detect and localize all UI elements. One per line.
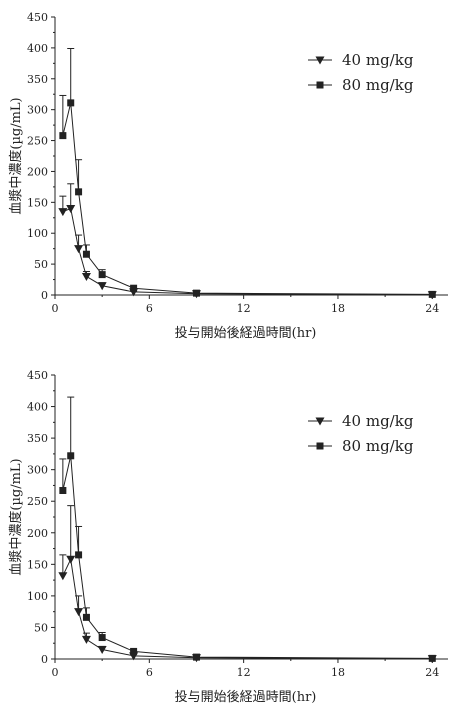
series-triangle-down <box>58 505 437 664</box>
series-line <box>62 207 433 296</box>
data-point <box>67 99 75 107</box>
data-point <box>82 250 90 258</box>
data-point <box>97 282 107 291</box>
data-point <box>59 486 67 494</box>
y-tick-label: 250 <box>27 495 48 508</box>
y-tick-label: 100 <box>27 590 48 603</box>
data-point <box>74 245 84 254</box>
data-point <box>192 653 200 661</box>
y-tick-label: 300 <box>27 464 48 477</box>
legend-entry: 80 mg/kg <box>308 437 414 455</box>
x-tick-label: 6 <box>146 302 153 315</box>
y-tick-label: 350 <box>27 73 48 86</box>
x-tick-label: 12 <box>237 302 251 315</box>
data-point <box>98 634 106 642</box>
data-point <box>59 132 67 140</box>
data-point <box>75 188 83 196</box>
x-tick-label: 0 <box>52 666 59 679</box>
chart-2: 0 50 100 150 200 250 300 350 400 450 0 6 12 18 24 投与開始後… <box>8 369 448 705</box>
y-tick-label: 450 <box>27 369 48 382</box>
y-tick-label: 50 <box>34 258 48 271</box>
series-square <box>59 48 436 298</box>
legend-label: 40 mg/kg <box>342 412 414 430</box>
series-square <box>59 396 436 662</box>
data-point <box>130 284 138 292</box>
x-tick-label: 0 <box>52 302 59 315</box>
data-point <box>428 290 436 298</box>
legend-entry: 40 mg/kg <box>308 412 414 430</box>
data-point <box>82 613 90 621</box>
y-tick-label: 400 <box>27 401 48 414</box>
legend-marker <box>315 56 325 65</box>
data-point <box>192 289 200 297</box>
data-point <box>428 654 436 662</box>
x-tick-label: 24 <box>425 666 439 679</box>
x-tick-label: 12 <box>237 666 251 679</box>
legend-label: 80 mg/kg <box>342 437 414 455</box>
legend-label: 40 mg/kg <box>342 51 414 69</box>
legend-marker <box>316 81 324 89</box>
x-axis-title: 投与開始後経過時間(hr) <box>175 325 317 341</box>
data-point <box>98 271 106 279</box>
data-point <box>66 205 76 214</box>
y-tick-label: 50 <box>34 621 48 634</box>
y-tick-label: 400 <box>27 42 48 55</box>
y-tick-label: 100 <box>27 227 48 240</box>
chart-1: 0 50 100 150 200 250 300 350 400 450 0 6 12 18 24 投与開始後… <box>8 11 448 341</box>
series-triangle-down <box>58 183 437 300</box>
x-tick-label: 24 <box>425 302 439 315</box>
data-point <box>81 635 91 644</box>
series-line <box>62 102 433 295</box>
data-point <box>75 551 83 559</box>
y-tick-label: 0 <box>41 653 48 666</box>
y-axis-title: 血漿中濃度(µg/mL) <box>8 458 24 575</box>
x-tick-label: 6 <box>146 666 153 679</box>
y-tick-label: 250 <box>27 135 48 148</box>
x-tick-label: 18 <box>331 302 345 315</box>
data-point <box>58 208 68 217</box>
y-tick-label: 150 <box>27 558 48 571</box>
data-point <box>58 572 68 581</box>
legend-label: 80 mg/kg <box>342 76 414 94</box>
legend-entry: 80 mg/kg <box>308 76 414 94</box>
series-line <box>62 557 433 660</box>
x-tick-label: 18 <box>331 666 345 679</box>
x-axis-title: 投与開始後経過時間(hr) <box>175 689 317 705</box>
legend-entry: 40 mg/kg <box>308 51 414 69</box>
y-tick-label: 150 <box>27 196 48 209</box>
data-point <box>130 647 138 655</box>
legend-marker <box>315 417 325 426</box>
y-tick-label: 450 <box>27 11 48 24</box>
data-point <box>74 608 84 617</box>
y-tick-label: 200 <box>27 527 48 540</box>
y-tick-label: 0 <box>41 289 48 302</box>
data-point <box>66 555 76 564</box>
data-point <box>97 646 107 655</box>
data-point <box>81 272 91 281</box>
y-tick-label: 300 <box>27 104 48 117</box>
y-tick-label: 200 <box>27 165 48 178</box>
legend-marker <box>316 442 324 450</box>
series-line <box>62 455 433 659</box>
y-axis-title: 血漿中濃度(µg/mL) <box>8 97 24 214</box>
y-tick-label: 350 <box>27 432 48 445</box>
data-point <box>67 452 75 460</box>
